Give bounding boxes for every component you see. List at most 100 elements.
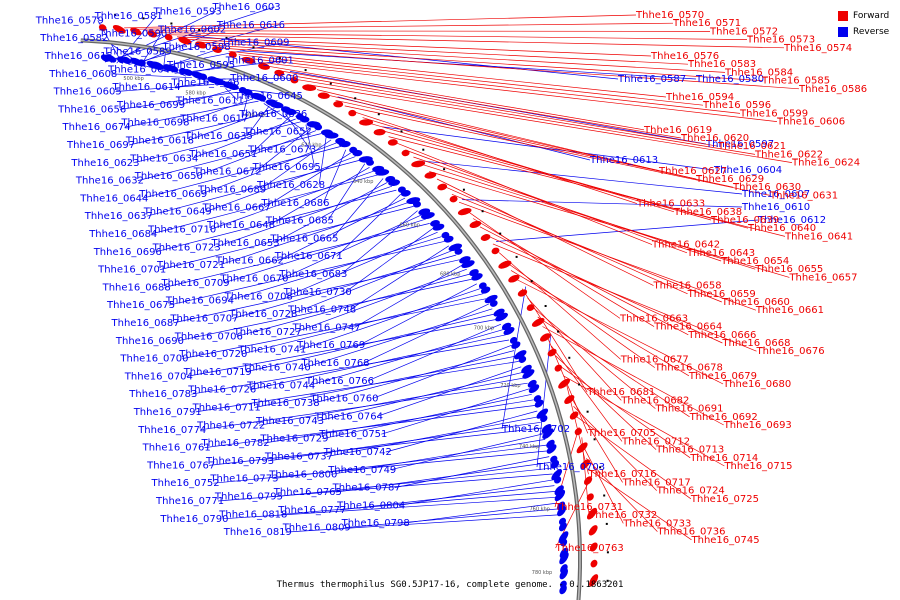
- reverse-gene-label[interactable]: Thhe16_0818: [218, 509, 287, 520]
- forward-gene-label[interactable]: Thhe16_0572: [709, 26, 778, 37]
- reverse-gene-label[interactable]: Thhe16_0683: [278, 269, 347, 280]
- reverse-gene-label[interactable]: Thhe16_0603: [212, 2, 281, 13]
- reverse-gene-label[interactable]: Thhe16_0688: [102, 282, 171, 293]
- reverse-gene-label[interactable]: Thhe16_0790: [159, 514, 228, 525]
- reverse-gene-label[interactable]: Thhe16_0612: [757, 215, 826, 226]
- reverse-gene-label[interactable]: Thhe16_0598: [162, 42, 231, 53]
- reverse-gene-label[interactable]: Thhe16_0729: [259, 434, 328, 445]
- forward-gene-label[interactable]: Thhe16_0714: [689, 453, 758, 464]
- forward-gene-label[interactable]: Thhe16_0622: [754, 149, 823, 160]
- reverse-gene-label[interactable]: Thhe16_0696: [93, 247, 162, 258]
- reverse-gene-label[interactable]: Thhe16_0769: [296, 340, 365, 351]
- forward-gene-label[interactable]: Thhe16_0666: [687, 330, 756, 341]
- forward-gene-label[interactable]: Thhe16_0661: [755, 305, 824, 316]
- reverse-gene-label[interactable]: Thhe16_0601: [225, 55, 294, 66]
- forward-gene-label[interactable]: Thhe16_0596: [702, 100, 771, 111]
- reverse-gene-label[interactable]: Thhe16_0765: [273, 487, 342, 498]
- reverse-gene-label[interactable]: Thhe16_0701: [97, 265, 166, 276]
- reverse-gene-label[interactable]: Thhe16_0777: [277, 505, 346, 516]
- forward-gene-label[interactable]: Thhe16_0691: [654, 404, 723, 415]
- reverse-gene-label[interactable]: Thhe16_0652: [243, 127, 312, 138]
- reverse-gene-label[interactable]: Thhe16_0728: [228, 309, 297, 320]
- forward-gene-label[interactable]: Thhe16_0631: [769, 190, 838, 201]
- reverse-gene-label[interactable]: Thhe16_0628: [256, 180, 325, 191]
- reverse-gene-label[interactable]: Thhe16_0671: [274, 251, 343, 262]
- reverse-gene-label[interactable]: Thhe16_0645: [234, 91, 303, 102]
- reverse-gene-label[interactable]: Thhe16_0662: [215, 256, 284, 267]
- reverse-gene-label[interactable]: Thhe16_0589: [103, 47, 172, 58]
- reverse-gene-label[interactable]: Thhe16_0752: [151, 478, 220, 489]
- reverse-gene-label[interactable]: Thhe16_0649: [143, 207, 212, 218]
- reverse-gene-label[interactable]: Thhe16_0699: [116, 100, 185, 111]
- gene-labels[interactable]: Thhe16_0603Thhe16_0593Thhe16_0581Thhe16_…: [35, 2, 867, 554]
- forward-gene-label[interactable]: Thhe16_0639: [710, 215, 779, 226]
- forward-gene-label[interactable]: Thhe16_0573: [746, 35, 815, 46]
- reverse-gene-label[interactable]: Thhe16_0738: [251, 398, 320, 409]
- forward-gene-label[interactable]: Thhe16_0655: [754, 264, 823, 275]
- forward-gene-label[interactable]: Thhe16_0676: [756, 346, 825, 357]
- forward-gene-label[interactable]: Thhe16_0576: [650, 51, 719, 62]
- reverse-gene-label[interactable]: Thhe16_0700: [119, 354, 188, 365]
- reverse-gene-label[interactable]: Thhe16_0702: [501, 424, 570, 435]
- forward-gene-label[interactable]: Thhe16_0624: [791, 158, 860, 169]
- reverse-gene-label[interactable]: Thhe16_0614: [112, 82, 181, 93]
- forward-gene-label[interactable]: Thhe16_0627: [658, 166, 727, 177]
- forward-gene-label[interactable]: Thhe16_0725: [690, 494, 759, 505]
- reverse-gene-label[interactable]: Thhe16_0798: [341, 518, 410, 529]
- reverse-gene-label[interactable]: Thhe16_0608: [48, 69, 117, 80]
- reverse-gene-label[interactable]: Thhe16_0637: [84, 211, 153, 222]
- forward-gene-label[interactable]: Thhe16_0620: [680, 133, 749, 144]
- reverse-gene-label[interactable]: Thhe16_0581: [94, 11, 163, 22]
- forward-gene-label[interactable]: Thhe16_0713: [655, 445, 724, 456]
- forward-gene-label[interactable]: Thhe16_0570: [635, 10, 704, 21]
- forward-gene-label[interactable]: Thhe16_0642: [651, 240, 720, 251]
- forward-gene-label[interactable]: Thhe16_0571: [672, 18, 741, 29]
- forward-gene-label[interactable]: Thhe16_0663: [619, 313, 688, 324]
- reverse-gene-label[interactable]: Thhe16_0774: [137, 425, 206, 436]
- forward-gene-label[interactable]: Thhe16_0717: [622, 477, 691, 488]
- forward-gene-label[interactable]: Thhe16_0629: [695, 174, 764, 185]
- reverse-gene-label[interactable]: Thhe16_0726: [187, 385, 256, 396]
- reverse-gene-label[interactable]: Thhe16_0741: [237, 345, 306, 356]
- reverse-gene-label[interactable]: Thhe16_0587: [617, 74, 686, 85]
- reverse-gene-label[interactable]: Thhe16_0623: [70, 158, 139, 169]
- reverse-gene-label[interactable]: Thhe16_0773: [209, 474, 278, 485]
- forward-gene-label[interactable]: Thhe16_0621: [717, 141, 786, 152]
- reverse-gene-label[interactable]: Thhe16_0722: [196, 420, 265, 431]
- forward-gene-label[interactable]: Thhe16_0630: [732, 182, 801, 193]
- reverse-gene-label[interactable]: Thhe16_0766: [305, 376, 374, 387]
- reverse-gene-label[interactable]: Thhe16_0730: [283, 287, 352, 298]
- reverse-gene-label[interactable]: Thhe16_0743: [255, 416, 324, 427]
- reverse-gene-label[interactable]: Thhe16_0694: [165, 296, 234, 307]
- reverse-gene-label[interactable]: Thhe16_0749: [327, 465, 396, 476]
- forward-gene-label[interactable]: Thhe16_0693: [723, 420, 792, 431]
- forward-gene-label[interactable]: Thhe16_0657: [788, 272, 857, 283]
- reverse-gene-label[interactable]: Thhe16_0723: [152, 242, 221, 253]
- reverse-gene-label[interactable]: Thhe16_0611: [175, 96, 244, 107]
- reverse-gene-label[interactable]: Thhe16_0579: [35, 15, 104, 26]
- reverse-gene-label[interactable]: Thhe16_0686: [260, 198, 329, 209]
- forward-gene-label[interactable]: Thhe16_0658: [653, 281, 722, 292]
- reverse-gene-label[interactable]: Thhe16_0737: [264, 452, 333, 463]
- forward-gene-label[interactable]: Thhe16_0586: [798, 84, 867, 95]
- reverse-gene-label[interactable]: Thhe16_0742: [323, 447, 392, 458]
- forward-gene-label[interactable]: Thhe16_0594: [665, 92, 734, 103]
- reverse-gene-label[interactable]: Thhe16_0706: [174, 331, 243, 342]
- reverse-gene-label[interactable]: Thhe16_0669: [138, 189, 207, 200]
- forward-gene-label[interactable]: Thhe16_0679: [688, 371, 757, 382]
- forward-gene-label[interactable]: Thhe16_0705: [587, 428, 656, 439]
- forward-gene-label[interactable]: Thhe16_0641: [784, 231, 853, 242]
- reverse-gene-label[interactable]: Thhe16_0809: [282, 523, 351, 534]
- reverse-gene-label[interactable]: Thhe16_0595: [166, 60, 235, 71]
- forward-gene-label[interactable]: Thhe16_0682: [620, 395, 689, 406]
- reverse-gene-label[interactable]: Thhe16_0711: [192, 403, 261, 414]
- forward-gene-label[interactable]: Thhe16_0638: [673, 207, 742, 218]
- reverse-gene-label[interactable]: Thhe16_0646: [170, 78, 239, 89]
- reverse-gene-label[interactable]: Thhe16_0656: [57, 104, 126, 115]
- forward-gene-label[interactable]: Thhe16_0680: [722, 379, 791, 390]
- reverse-gene-label[interactable]: Thhe16_0727: [233, 327, 302, 338]
- forward-gene-label[interactable]: Thhe16_0668: [721, 338, 790, 349]
- forward-gene-label[interactable]: Thhe16_0712: [621, 436, 690, 447]
- reverse-gene-label[interactable]: Thhe16_0644: [79, 193, 148, 204]
- reverse-gene-label[interactable]: Thhe16_0782: [201, 438, 270, 449]
